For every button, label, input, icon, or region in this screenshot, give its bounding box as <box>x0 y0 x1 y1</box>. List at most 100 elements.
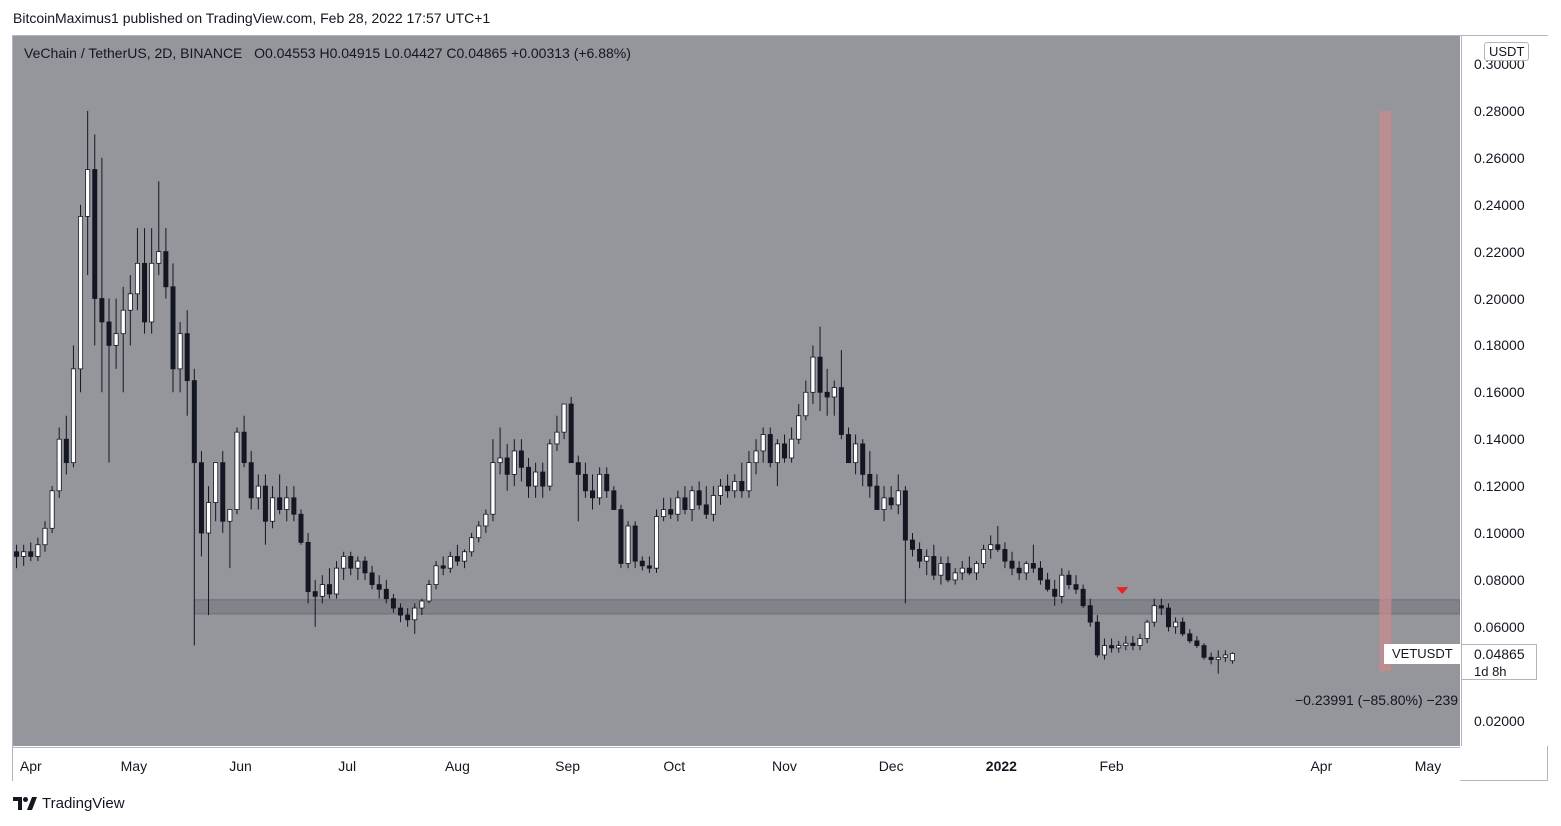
candle-up <box>774 443 780 464</box>
candle-up <box>853 443 859 464</box>
price-axis[interactable]: 0.30000 0.28000 0.26000 0.24000 0.22000 0.200… <box>1461 36 1548 746</box>
measure-bar <box>1379 110 1392 672</box>
candle-up <box>419 600 425 609</box>
candle-down <box>99 298 105 323</box>
price-tick-label: 0.02000 <box>1474 712 1525 729</box>
candle-down <box>248 462 254 499</box>
candle-down <box>582 473 588 492</box>
candle-down <box>348 556 354 569</box>
candle-up <box>1151 605 1157 623</box>
candle-up <box>924 556 930 562</box>
candle-up <box>732 481 738 492</box>
candlestick-chart[interactable] <box>13 36 1460 746</box>
candle-down <box>184 333 190 381</box>
price-tick-label: 0.16000 <box>1474 384 1525 401</box>
candle-down <box>1080 588 1086 607</box>
plot-area[interactable] <box>13 36 1460 746</box>
candle-down <box>92 169 98 299</box>
candle-down <box>376 584 382 590</box>
candle-up <box>973 563 979 574</box>
candle-up <box>1222 654 1228 658</box>
chart-legend: VeChain / TetherUS, 2D, BINANCE O0.04553… <box>24 45 631 61</box>
candle-down <box>1037 567 1043 581</box>
candle-down <box>1130 642 1136 646</box>
candle-up <box>447 556 453 569</box>
candle-down <box>454 556 460 562</box>
legend-open-key: O <box>254 45 265 61</box>
candle-down <box>725 485 731 492</box>
candle-up <box>810 356 816 393</box>
candle-down <box>1109 645 1115 649</box>
candle-up <box>426 584 432 602</box>
candle-down <box>888 497 894 506</box>
candle-down <box>170 286 176 370</box>
time-tick-label: Aug <box>444 758 470 774</box>
candle-up <box>760 434 766 452</box>
candle-down <box>646 565 652 569</box>
candle-down <box>632 525 638 562</box>
time-axis[interactable]: Apr May Jun Jul Aug Sep Oct Nov Dec 2022 Feb Apr May <box>13 747 1460 781</box>
candle-down <box>291 497 297 515</box>
candle-up <box>547 443 553 487</box>
candle-up <box>895 490 901 506</box>
candle-down <box>163 251 169 288</box>
candle-up <box>469 537 475 553</box>
candle-up <box>1229 653 1235 662</box>
candle-up <box>35 544 41 557</box>
time-tick-label: May <box>1414 758 1442 774</box>
candle-up <box>255 485 261 499</box>
candle-down <box>966 567 972 574</box>
candle-up <box>120 309 126 335</box>
candle-down <box>1165 607 1171 628</box>
candle-down <box>1187 633 1193 642</box>
candle-down <box>682 497 688 510</box>
candle-down <box>518 450 524 468</box>
candle-down <box>739 481 745 492</box>
candle-down <box>277 497 283 510</box>
candle-down <box>1009 560 1015 569</box>
resistance-marker <box>1116 587 1129 595</box>
candle-down <box>1073 584 1079 590</box>
legend-high-key: H <box>319 45 330 61</box>
candle-down <box>312 591 318 597</box>
candle-up <box>1173 621 1179 628</box>
candle-down <box>1158 605 1164 609</box>
time-tick-label: Dec <box>878 758 904 774</box>
candle-up <box>70 368 76 464</box>
publish-attribution: BitcoinMaximus1 published on TradingView… <box>13 10 491 26</box>
candle-down <box>1030 563 1036 569</box>
candle-up <box>689 490 695 510</box>
candle-up <box>1144 621 1150 639</box>
footer-brand: TradingView <box>42 795 125 812</box>
candle-down <box>860 443 866 475</box>
candle-down <box>106 321 112 346</box>
time-tick-label: Apr <box>19 758 42 774</box>
tradingview-logo[interactable]: TradingView <box>13 795 125 812</box>
time-tick-label: Sep <box>555 758 581 774</box>
candle-down <box>945 563 951 581</box>
candle-down <box>405 614 411 621</box>
price-tick-label: 0.22000 <box>1474 243 1525 260</box>
candle-up <box>710 495 716 515</box>
bar-countdown: 1d 8h <box>1474 664 1507 679</box>
currency-badge[interactable]: USDT <box>1484 42 1530 61</box>
legend-close-key: C <box>446 45 457 61</box>
candle-up <box>334 567 340 595</box>
candle-up <box>85 169 91 217</box>
candle-up <box>490 462 496 515</box>
candle-down <box>28 551 34 557</box>
candle-up <box>497 457 503 464</box>
candle-down <box>1045 579 1051 590</box>
candle-up <box>661 509 667 517</box>
candle-down <box>326 584 332 595</box>
candle-down <box>867 473 873 487</box>
candle-down <box>440 565 446 569</box>
candle-down <box>568 403 574 464</box>
candle-down <box>838 387 844 435</box>
last-price-tag: 0.04865 1d 8h <box>1461 644 1537 680</box>
candle-up <box>561 403 567 433</box>
candle-down <box>575 462 581 475</box>
candle-down <box>362 560 368 574</box>
candle-up <box>113 333 119 346</box>
price-tick-label: 0.12000 <box>1474 478 1525 495</box>
